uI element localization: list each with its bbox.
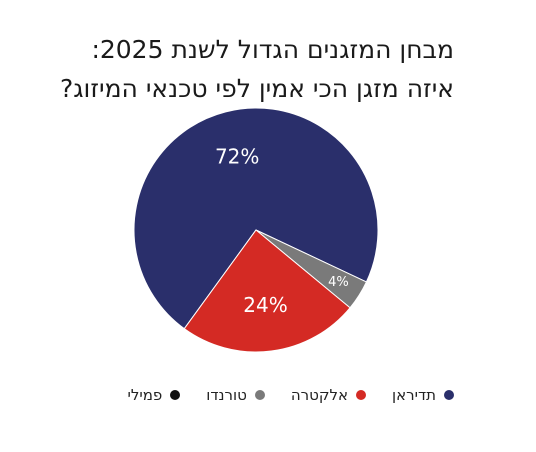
legend-item-1: תדיראן [392,386,454,404]
pie-slice-label-3: 24% [243,293,287,317]
chart-title-line-2: איזה מזגן הכי אמין לפי טכנאי המיזוג? [59,74,454,103]
pie-slice-1 [133,107,379,330]
legend-swatch-1 [444,390,454,400]
legend-label-4: פמילי [127,386,163,404]
legend-label-3: טורנדו [206,386,247,404]
pie-slice-label-2: 4% [328,275,349,290]
legend-item-2: אלקטרה [290,386,367,404]
legend-item-3: טורנדו [206,386,265,404]
legend-label-1: תדיראן [392,386,436,404]
legend-swatch-3 [254,390,265,400]
pie-slice-label-1: 72% [215,145,259,169]
legend-label-2: אלקטרה [290,386,349,404]
legend-item-4: פמילי [127,386,181,404]
chart-legend: תדיראן אלקטרה טורנדו פמילי [60,386,454,404]
legend-swatch-2 [356,390,367,400]
chart-title: מבחן המזגנים הגדול לשנת 2025: איזה מזגן … [60,30,454,108]
pie-slice-3 [183,229,351,353]
legend-swatch-4 [170,390,181,400]
chart-title-line-1: מבחן המזגנים הגדול לשנת 2025: [91,35,454,64]
